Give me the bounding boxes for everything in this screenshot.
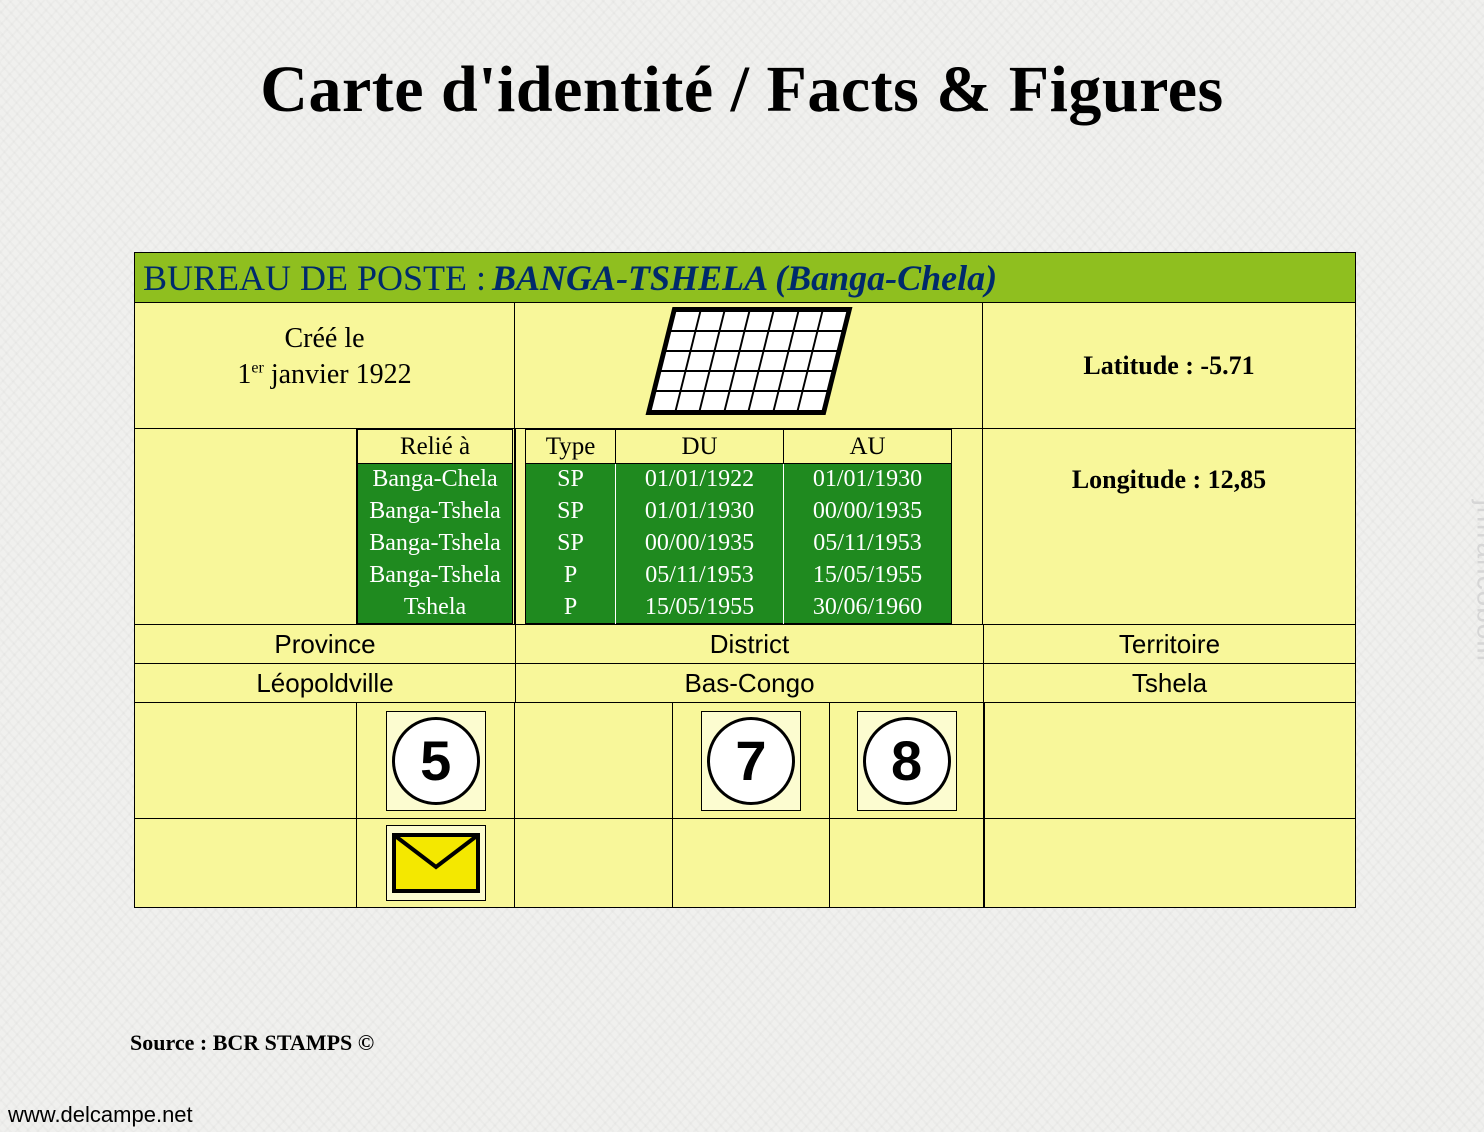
district-value: Bas-Congo: [515, 664, 983, 702]
header-prefix: BUREAU DE POSTE :: [143, 257, 486, 299]
data-row: Relié à Banga-Chela Banga-Tshela Banga-T…: [135, 429, 1355, 625]
table-row: Tshela: [358, 592, 513, 624]
latitude-label: Latitude : -5.71: [1083, 351, 1254, 381]
created-line1: Créé le: [135, 321, 514, 357]
source-line: Source : BCR STAMPS ©: [130, 1030, 374, 1056]
table-row: Banga-Chela: [358, 464, 513, 496]
envelope-icon: [392, 833, 480, 893]
relie-header: Relié à: [358, 430, 513, 464]
table-row: SP01/01/193000/00/1935: [526, 496, 952, 528]
card-header: BUREAU DE POSTE : BANGA-TSHELA (Banga-Ch…: [135, 253, 1355, 303]
mail-empty-cell: [514, 819, 672, 907]
table-row: Banga-Tshela: [358, 496, 513, 528]
province-value: Léopoldville: [135, 664, 515, 702]
calendar-cell: [515, 303, 983, 428]
mail-badge: [386, 825, 486, 901]
created-cell: Créé le 1er janvier 1922: [135, 303, 515, 428]
mail-empty-cell: [984, 819, 1355, 907]
number-value-3: 8: [863, 717, 951, 805]
longitude-label: Longitude : 12,85: [1072, 465, 1266, 494]
number-badge-3: 8: [857, 711, 957, 811]
watermark-text: jhfrancobolli: [1470, 500, 1484, 662]
table-row: SP00/00/193505/11/1953: [526, 528, 952, 560]
mail-empty-cell: [672, 819, 830, 907]
table-row: Banga-Tshela: [358, 528, 513, 560]
territoire-value: Tshela: [983, 664, 1355, 702]
mail-empty-cell: [135, 819, 356, 907]
pdt-header-row: Province District Territoire: [135, 625, 1355, 664]
relie-cell: Relié à Banga-Chela Banga-Tshela Banga-T…: [357, 429, 515, 624]
district-header: District: [515, 625, 983, 663]
number-value-2: 7: [707, 717, 795, 805]
table-row: P15/05/195530/06/1960: [526, 592, 952, 624]
num-empty-cell: [984, 703, 1355, 818]
table-row: SP01/01/192201/01/1930: [526, 464, 952, 496]
header-office-name: BANGA-TSHELA (Banga-Chela): [492, 257, 997, 299]
page-title: Carte d'identité / Facts & Figures: [0, 0, 1484, 128]
longitude-cell: Longitude : 12,85: [983, 429, 1355, 624]
territoire-header: Territoire: [983, 625, 1355, 663]
created-line2: 1er janvier 1922: [135, 357, 514, 393]
number-badge-2: 7: [701, 711, 801, 811]
col-du: DU: [616, 430, 784, 464]
site-url: www.delcampe.net: [8, 1102, 193, 1128]
data-left-spacer: [135, 429, 357, 624]
calendar-icon: [645, 307, 852, 415]
table-row: Banga-Tshela: [358, 560, 513, 592]
relie-value: Banga-Tshela: [358, 496, 513, 528]
numbers-row: 5 7 8: [135, 703, 1355, 819]
col-au: AU: [784, 430, 952, 464]
facts-card: BUREAU DE POSTE : BANGA-TSHELA (Banga-Ch…: [134, 252, 1356, 908]
table-row: P05/11/195315/05/1955: [526, 560, 952, 592]
number-value-1: 5: [392, 717, 480, 805]
num-empty-cell: [514, 703, 672, 818]
history-table: Type DU AU SP01/01/192201/01/1930 SP01/0…: [525, 429, 952, 624]
relie-value: Banga-Tshela: [358, 560, 513, 592]
top-row: Créé le 1er janvier 1922 Latitude : -5.7…: [135, 303, 1355, 429]
col-type: Type: [526, 430, 616, 464]
history-cell: Type DU AU SP01/01/192201/01/1930 SP01/0…: [515, 429, 983, 624]
relie-value: Banga-Tshela: [358, 528, 513, 560]
number-badge-1: 5: [386, 711, 486, 811]
province-header: Province: [135, 625, 515, 663]
relie-value: Tshela: [358, 592, 513, 624]
relie-table: Relié à Banga-Chela Banga-Tshela Banga-T…: [357, 429, 513, 624]
mail-row: [135, 819, 1355, 907]
num-empty-cell: [135, 703, 356, 818]
latitude-cell: Latitude : -5.71: [983, 303, 1355, 428]
relie-value: Banga-Chela: [358, 464, 513, 496]
mail-empty-cell: [829, 819, 983, 907]
pdt-value-row: Léopoldville Bas-Congo Tshela: [135, 664, 1355, 703]
